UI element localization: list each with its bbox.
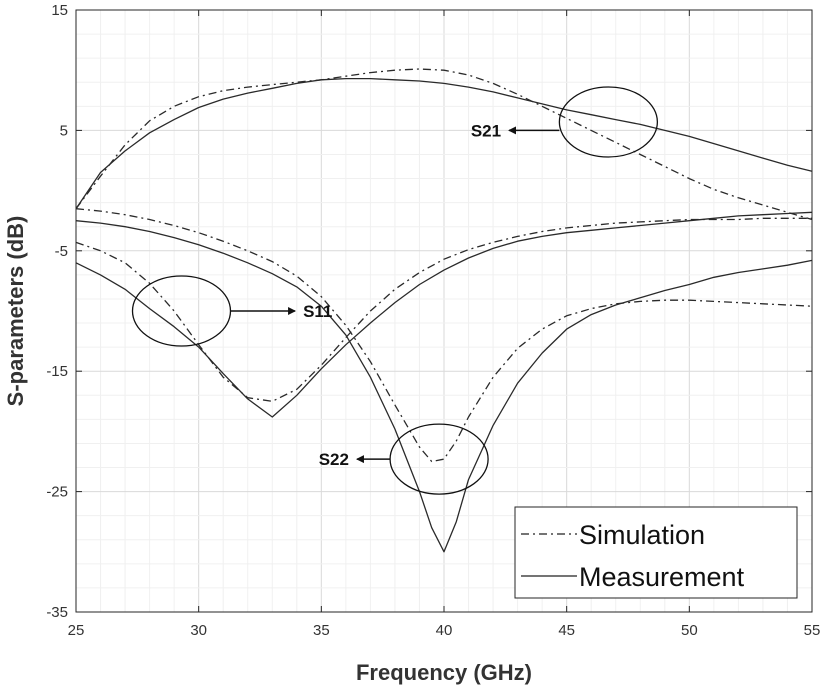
legend-label-measurement: Measurement bbox=[579, 562, 745, 592]
x-tick-label: 40 bbox=[436, 622, 453, 639]
legend: Simulation Measurement bbox=[514, 506, 798, 599]
series-line-s11-measurement bbox=[75, 211, 813, 418]
annotation-label-s11: S11 bbox=[303, 302, 332, 321]
y-tick-label: 5 bbox=[60, 122, 68, 139]
x-tick-label: 50 bbox=[681, 622, 698, 639]
annotation-ellipse-s21 bbox=[558, 86, 659, 158]
y-tick-labels: -35 -25 -15 -5 5 15 bbox=[46, 2, 812, 621]
annotation-label-s22: S22 bbox=[319, 450, 349, 469]
annotation-label-s21: S21 bbox=[471, 121, 501, 140]
y-tick-label: -5 bbox=[55, 243, 68, 260]
legend-label-simulation: Simulation bbox=[579, 520, 705, 550]
series-line-s21-simulation bbox=[75, 68, 813, 221]
x-tick-label: 35 bbox=[313, 622, 330, 639]
x-tick-label: 30 bbox=[190, 622, 207, 639]
legend-box bbox=[514, 506, 798, 599]
y-tick-label: -25 bbox=[46, 484, 68, 501]
series-line-s22-simulation bbox=[75, 208, 813, 463]
annotations: S21 S11 S22 bbox=[131, 86, 659, 495]
x-tick-label: 45 bbox=[558, 622, 575, 639]
series-line-s22-measurement bbox=[75, 220, 813, 553]
y-axis-label: S-parameters (dB) bbox=[3, 216, 28, 407]
x-tick-labels: 25 30 35 40 45 50 55 bbox=[68, 10, 821, 639]
x-tick-label: 55 bbox=[804, 622, 821, 639]
y-tick-label: -35 bbox=[46, 604, 68, 621]
series-line-s21-measurement bbox=[75, 77, 813, 210]
series-line-s11-simulation bbox=[75, 217, 812, 402]
x-axis-label: Frequency (GHz) bbox=[356, 660, 532, 685]
x-tick-label: 25 bbox=[68, 622, 85, 639]
y-tick-label: 15 bbox=[51, 2, 68, 19]
series-lines bbox=[75, 68, 813, 553]
y-tick-label: -15 bbox=[46, 363, 68, 380]
